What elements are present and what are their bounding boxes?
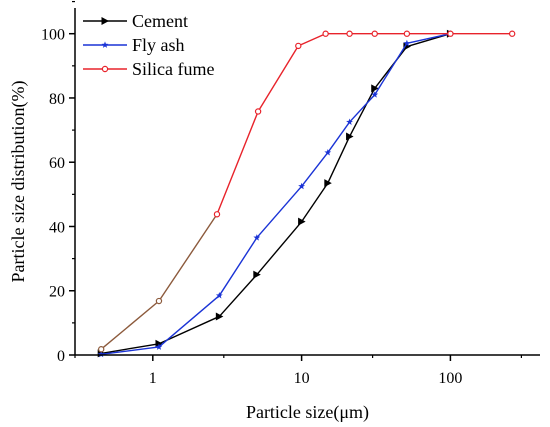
silica-fume-point: [254, 108, 262, 115]
fly-ash-line-segment: [327, 121, 351, 153]
series-silica-fume: [98, 30, 516, 353]
legend-marker-cement: [101, 17, 109, 25]
cement-point: [346, 132, 354, 141]
cement-line-segment: [348, 88, 376, 137]
fly-ash-line-segment: [374, 42, 408, 96]
fly-ash-point: [253, 234, 261, 241]
fly-ash-point: [155, 343, 163, 350]
y-tick-label: 60: [49, 155, 65, 172]
legend-item-fly-ash: Fly ash: [83, 35, 185, 55]
y-tick-label: 20: [49, 284, 65, 301]
axes: 0 20 40 60 80 100 1 10 100: [41, 0, 540, 387]
cement-line-segment: [256, 221, 303, 276]
fly-ash-line-segment: [349, 94, 376, 123]
fly-ash-line-segment: [256, 185, 303, 239]
cement-point: [215, 312, 224, 321]
silica-fume-point: [213, 211, 221, 218]
cement-line-segment: [218, 274, 258, 317]
legend-label-cement: Cement: [132, 11, 188, 31]
fly-ash-point: [298, 182, 306, 190]
series-layer: [97, 29, 516, 358]
silica-fume-point: [346, 30, 353, 37]
silica-fume-point: [155, 297, 163, 305]
series-fly-ash: [97, 30, 454, 358]
cement-line-segment: [374, 46, 408, 89]
fly-ash-line-segment: [158, 295, 220, 348]
silica-fume-point: [447, 30, 454, 37]
silica-fume-point: [403, 30, 411, 37]
fly-ash-point: [403, 39, 411, 47]
cement-point: [253, 270, 261, 279]
cement-point: [155, 339, 163, 348]
cement-point: [298, 217, 306, 226]
y-tick-label: 0: [57, 348, 65, 365]
silica-fume-point: [295, 42, 302, 50]
fly-ash-point: [346, 118, 353, 125]
silica-fume-line-segment: [216, 111, 259, 215]
silica-fume-point: [371, 30, 378, 37]
legend-item-cement: Cement: [83, 11, 188, 31]
x-tick-label: 100: [438, 370, 462, 387]
y-tick-label: 80: [49, 91, 65, 108]
silica-fume-line-segment: [257, 45, 299, 112]
legend-item-silica-fume: Silica fume: [83, 59, 214, 79]
legend-label-silica-fume: Silica fume: [132, 59, 214, 79]
x-tick-label: 10: [294, 370, 310, 387]
x-tick-label: 1: [149, 370, 157, 387]
fly-ash-point: [215, 291, 223, 299]
silica-fume-line-segment: [298, 33, 326, 47]
legend-marker-fly-ash: [101, 41, 109, 48]
silica-fume-point: [98, 346, 105, 353]
x-axis-title: Particle size(μm): [246, 402, 369, 423]
cement-point: [371, 84, 379, 93]
fly-ash-line-segment: [301, 152, 329, 187]
y-axis-title: Particle size distribution(%): [8, 81, 29, 283]
legend-marker-silica-fume: [101, 65, 109, 73]
silica-fume-point: [322, 30, 329, 37]
fly-ash-line-segment: [218, 237, 258, 296]
y-tick-label: 100: [41, 27, 65, 44]
fly-ash-point: [371, 91, 379, 98]
fly-ash-line-segment: [406, 33, 451, 45]
fly-ash-point: [97, 350, 105, 358]
legend: Cement Fly ash Silica fume: [83, 11, 214, 79]
silica-fume-line-segment: [100, 300, 160, 350]
silica-fume-point: [508, 30, 516, 37]
legend-label-fly-ash: Fly ash: [132, 35, 185, 55]
silica-fume-line-segment: [158, 213, 218, 302]
fly-ash-point: [324, 148, 332, 156]
cement-line-segment: [101, 343, 160, 355]
fly-ash-line-segment: [101, 346, 160, 356]
cement-line-segment: [301, 182, 329, 223]
cement-line-segment: [327, 136, 351, 184]
y-tick-label: 40: [49, 219, 65, 236]
cement-point: [324, 179, 332, 188]
